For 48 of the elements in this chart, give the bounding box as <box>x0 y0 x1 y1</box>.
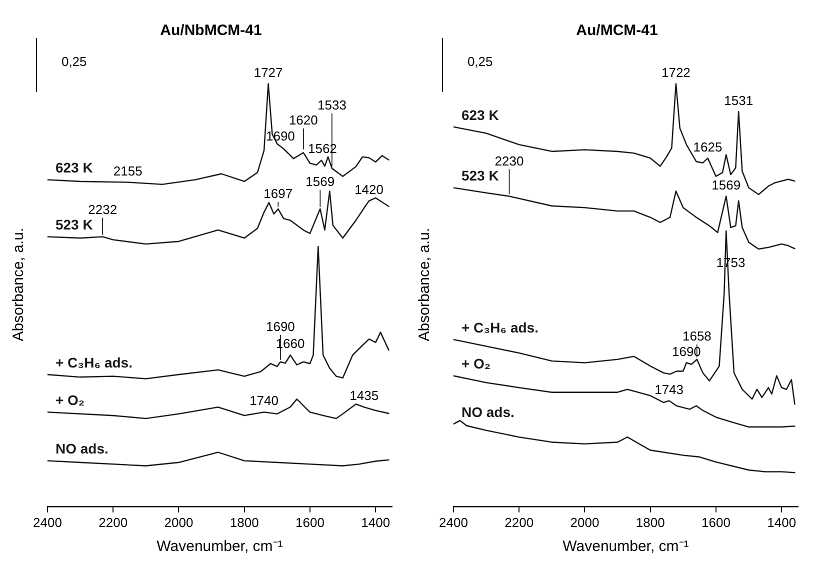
x-tick-label: 2000 <box>570 514 600 530</box>
annotation: 1533 <box>317 97 346 112</box>
annotation: 1743 <box>654 382 684 397</box>
x-tick-label: 2200 <box>98 514 128 530</box>
series-label: + O₂ <box>461 356 491 372</box>
text: 0,25 <box>61 54 87 70</box>
series-label: 623 K <box>55 160 93 176</box>
x-tick-label: 1800 <box>636 514 665 530</box>
x-tick-label: 2200 <box>504 514 534 530</box>
series-label: + O₂ <box>55 392 85 408</box>
annotation: 1697 <box>264 186 293 201</box>
series-label: NO ads. <box>55 440 108 457</box>
annotation: 1727 <box>254 64 283 80</box>
series-label: 523 K <box>55 216 93 233</box>
x-tick-label: 2000 <box>164 514 194 530</box>
annotation: 2230 <box>494 153 524 168</box>
annotation: 1531 <box>724 92 754 108</box>
annotation: 1690 <box>266 318 295 334</box>
x-tick-label: 1600 <box>296 514 324 530</box>
annotation: 1435 <box>350 388 379 404</box>
text: 0,25 <box>467 54 493 70</box>
x-tick-label: 1400 <box>767 514 796 530</box>
series-label: NO ads. <box>461 404 514 420</box>
annotation: 1569 <box>712 177 741 192</box>
x-tick-label: 2400 <box>33 514 62 530</box>
chart-title: Au/MCM-41 <box>576 22 658 40</box>
chart-title: Au/NbMCM-41 <box>160 22 262 40</box>
series-label: 523 K <box>461 168 499 184</box>
x-tick-label: 1600 <box>702 514 730 530</box>
annotation: 1740 <box>250 393 278 408</box>
annotation: 1420 <box>354 182 384 197</box>
x-tick-label: 2400 <box>439 514 468 530</box>
y-axis-title: Absorbance, a.u. <box>416 227 434 341</box>
annotation: 1620 <box>288 112 318 128</box>
x-tick-label: 1400 <box>361 514 390 530</box>
annotation: 1658 <box>682 328 712 344</box>
annotation: 2155 <box>113 163 142 178</box>
x-axis-title: Wavenumber, cm⁻¹ <box>156 538 283 556</box>
annotation: 2232 <box>88 202 118 217</box>
series-label: 623 K <box>461 106 499 123</box>
x-tick-label: 1800 <box>230 514 259 530</box>
series-label: + C₃H₆ ads. <box>55 354 132 370</box>
y-axis-title: Absorbance, a.u. <box>10 227 28 341</box>
annotation: 1625 <box>693 139 722 154</box>
series-label: + C₃H₆ ads. <box>461 319 538 336</box>
x-axis-title: Wavenumber, cm⁻¹ <box>562 538 689 556</box>
annotation: 1722 <box>661 64 690 80</box>
annotation: 1569 <box>306 174 335 189</box>
